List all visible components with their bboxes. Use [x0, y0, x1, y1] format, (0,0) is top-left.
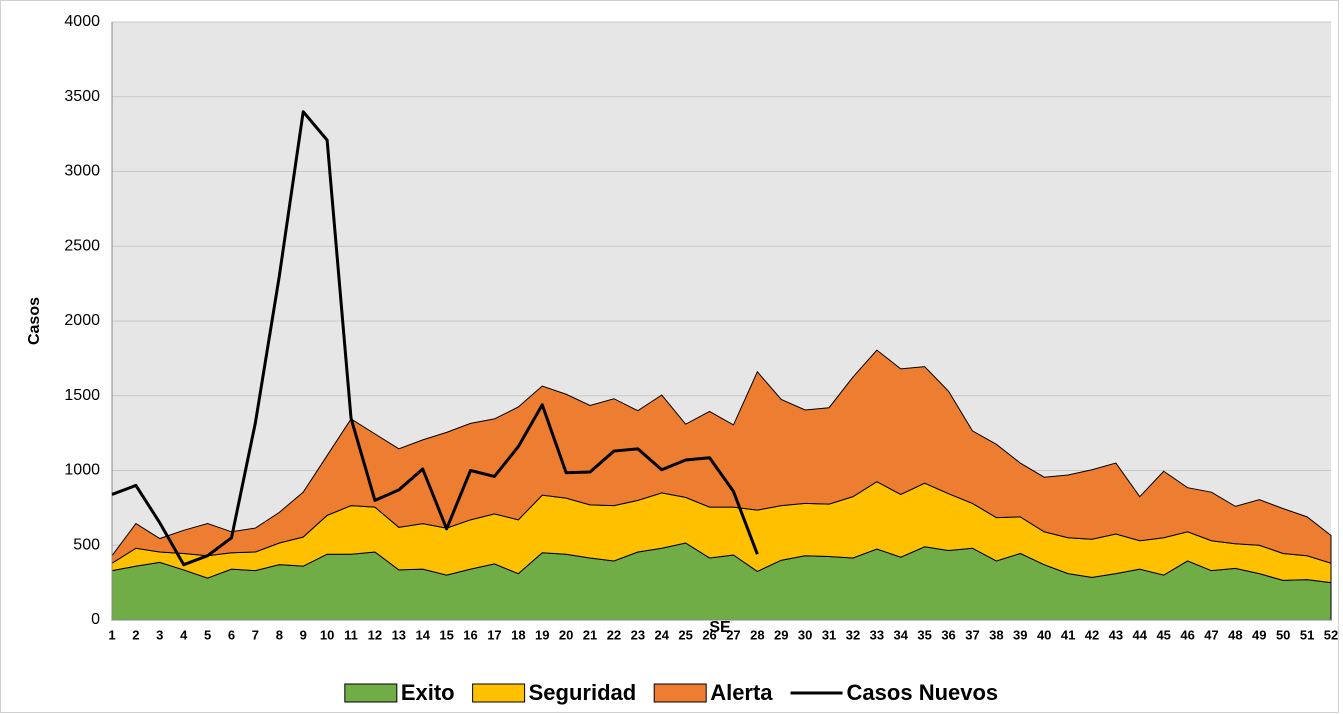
x-tick-label: 19: [535, 627, 549, 642]
x-tick-label: 40: [1037, 627, 1051, 642]
x-tick-label: 9: [300, 627, 307, 642]
x-tick-label: 7: [252, 627, 259, 642]
x-tick-label: 35: [917, 627, 931, 642]
x-tick-label: 38: [989, 627, 1003, 642]
x-tick-label: 1: [108, 627, 115, 642]
x-tick-label: 31: [822, 627, 836, 642]
x-tick-label: 48: [1228, 627, 1242, 642]
x-tick-label: 26: [702, 627, 716, 642]
x-tick-label: 3: [156, 627, 163, 642]
x-tick-label: 32: [846, 627, 860, 642]
x-tick-label: 47: [1204, 627, 1218, 642]
line: [111, 110, 759, 567]
y-tick-label: 3000: [64, 163, 100, 180]
x-tick-label: 44: [1133, 627, 1148, 642]
x-tick-label: 8: [276, 627, 283, 642]
x-tick-label: 52: [1324, 627, 1338, 642]
x-tick-label: 17: [487, 627, 501, 642]
y-tick-label: 0: [91, 611, 100, 628]
y-tick-label: 2500: [64, 237, 100, 254]
y-tick-label: 3500: [64, 88, 100, 105]
x-tick-label: 37: [965, 627, 979, 642]
x-tick-label: 46: [1180, 627, 1194, 642]
x-tick-label: 41: [1061, 627, 1075, 642]
x-tick-label: 43: [1109, 627, 1123, 642]
x-tick-label: 12: [368, 627, 382, 642]
x-tick-label: 42: [1085, 627, 1099, 642]
area: [111, 349, 1332, 565]
legend-label: Alerta: [710, 680, 773, 705]
x-tick-label: 27: [726, 627, 740, 642]
x-tick-label: 21: [583, 627, 597, 642]
x-tick-label: 14: [415, 627, 430, 642]
x-tick-label: 50: [1276, 627, 1290, 642]
x-tick-label: 25: [678, 627, 692, 642]
x-tick-label: 33: [870, 627, 884, 642]
x-tick-label: 2: [132, 627, 139, 642]
x-tick-label: 11: [344, 627, 358, 642]
x-tick-label: 10: [320, 627, 334, 642]
legend-label: Seguridad: [529, 680, 637, 705]
x-tick-label: 16: [463, 627, 477, 642]
x-tick-label: 51: [1300, 627, 1314, 642]
x-tick-label: 20: [559, 627, 573, 642]
x-tick-label: 34: [894, 627, 909, 642]
x-tick-label: 15: [439, 627, 453, 642]
x-tick-label: 28: [750, 627, 764, 642]
x-tick-label: 39: [1013, 627, 1027, 642]
legend-swatch: [472, 683, 526, 703]
x-tick-label: 49: [1252, 627, 1266, 642]
x-tick-label: 29: [774, 627, 788, 642]
x-tick-label: 6: [228, 627, 235, 642]
x-tick-label: 45: [1156, 627, 1170, 642]
x-tick-label: 22: [607, 627, 621, 642]
legend-label: Exito: [401, 680, 455, 705]
x-tick-label: 36: [941, 627, 955, 642]
x-tick-label: 18: [511, 627, 525, 642]
y-tick-label: 1500: [64, 387, 100, 404]
y-tick-label: 2000: [64, 312, 100, 329]
legend-swatch: [653, 683, 707, 703]
x-tick-label: 4: [180, 627, 188, 642]
x-axis-label: SE: [709, 619, 731, 636]
legend: Exito Seguridad Alerta Casos Nuevos: [344, 680, 999, 705]
x-tick-label: 23: [631, 627, 645, 642]
x-tick-label: 5: [204, 627, 211, 642]
y-axis-label: Casos: [26, 297, 43, 345]
x-tick-label: 13: [392, 627, 406, 642]
y-tick-label: 4000: [64, 13, 100, 30]
legend-label: Casos Nuevos: [847, 680, 999, 705]
y-tick-label: 1000: [64, 462, 100, 479]
legend-swatch: [344, 683, 398, 703]
y-tick-label: 500: [73, 536, 100, 553]
x-tick-label: 30: [798, 627, 812, 642]
x-tick-label: 24: [655, 627, 670, 642]
